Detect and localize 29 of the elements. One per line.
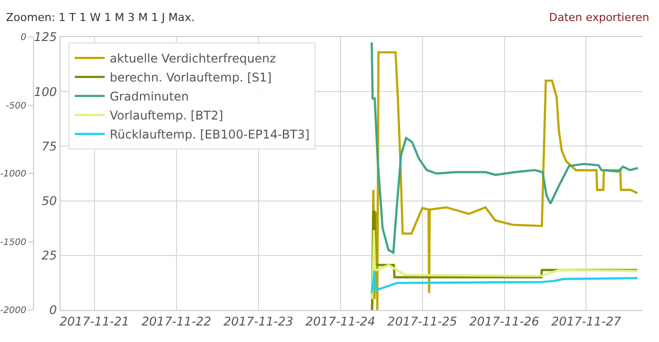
x-tick-label: 2017-11-21	[60, 314, 130, 328]
legend-label: Rücklauftemp. [EB100-EP14-BT3]	[110, 128, 310, 142]
line-series	[370, 41, 639, 254]
y-tick-label: 25	[42, 248, 57, 263]
y2-tick-label: -1500	[0, 238, 27, 248]
line-series	[370, 51, 639, 310]
text: Zoomen: 1 T 1 W 1 M 3 M 1 J Max.	[6, 11, 195, 24]
x-tick-label: 2017-11-22	[142, 314, 212, 328]
y2-tick-label: -1000	[0, 170, 27, 180]
y-tick-label: 0	[49, 303, 58, 318]
line-series	[371, 228, 639, 300]
y2-tick-label: -500	[6, 101, 27, 112]
legend-label: Gradminuten	[110, 90, 189, 104]
x-tick-label: 2017-11-27	[551, 314, 622, 328]
line-series	[370, 270, 639, 294]
y2-tick-label: 0	[20, 33, 27, 44]
y-tick-label: 125	[34, 30, 57, 44]
legend-label: Vorlauftemp. [BT2]	[110, 108, 224, 123]
x-tick-label: 2017-11-23	[223, 314, 294, 328]
y2-tick-label: -2000	[0, 306, 27, 316]
x-tick-label: 2017-11-24	[305, 314, 376, 328]
legend-label: aktuelle Verdichterfrequenz	[110, 52, 276, 66]
x-tick-label: 2017-11-25	[387, 314, 458, 328]
y-tick-label: 75	[42, 139, 57, 154]
y-tick-label: 100	[34, 84, 58, 99]
x-tick-label: 2017-11-26	[469, 314, 540, 328]
y-tick-label: 50	[42, 194, 58, 208]
text: Daten exportieren	[549, 11, 650, 24]
legend-label: berechn. Vorlauftemp. [S1]	[110, 70, 272, 85]
